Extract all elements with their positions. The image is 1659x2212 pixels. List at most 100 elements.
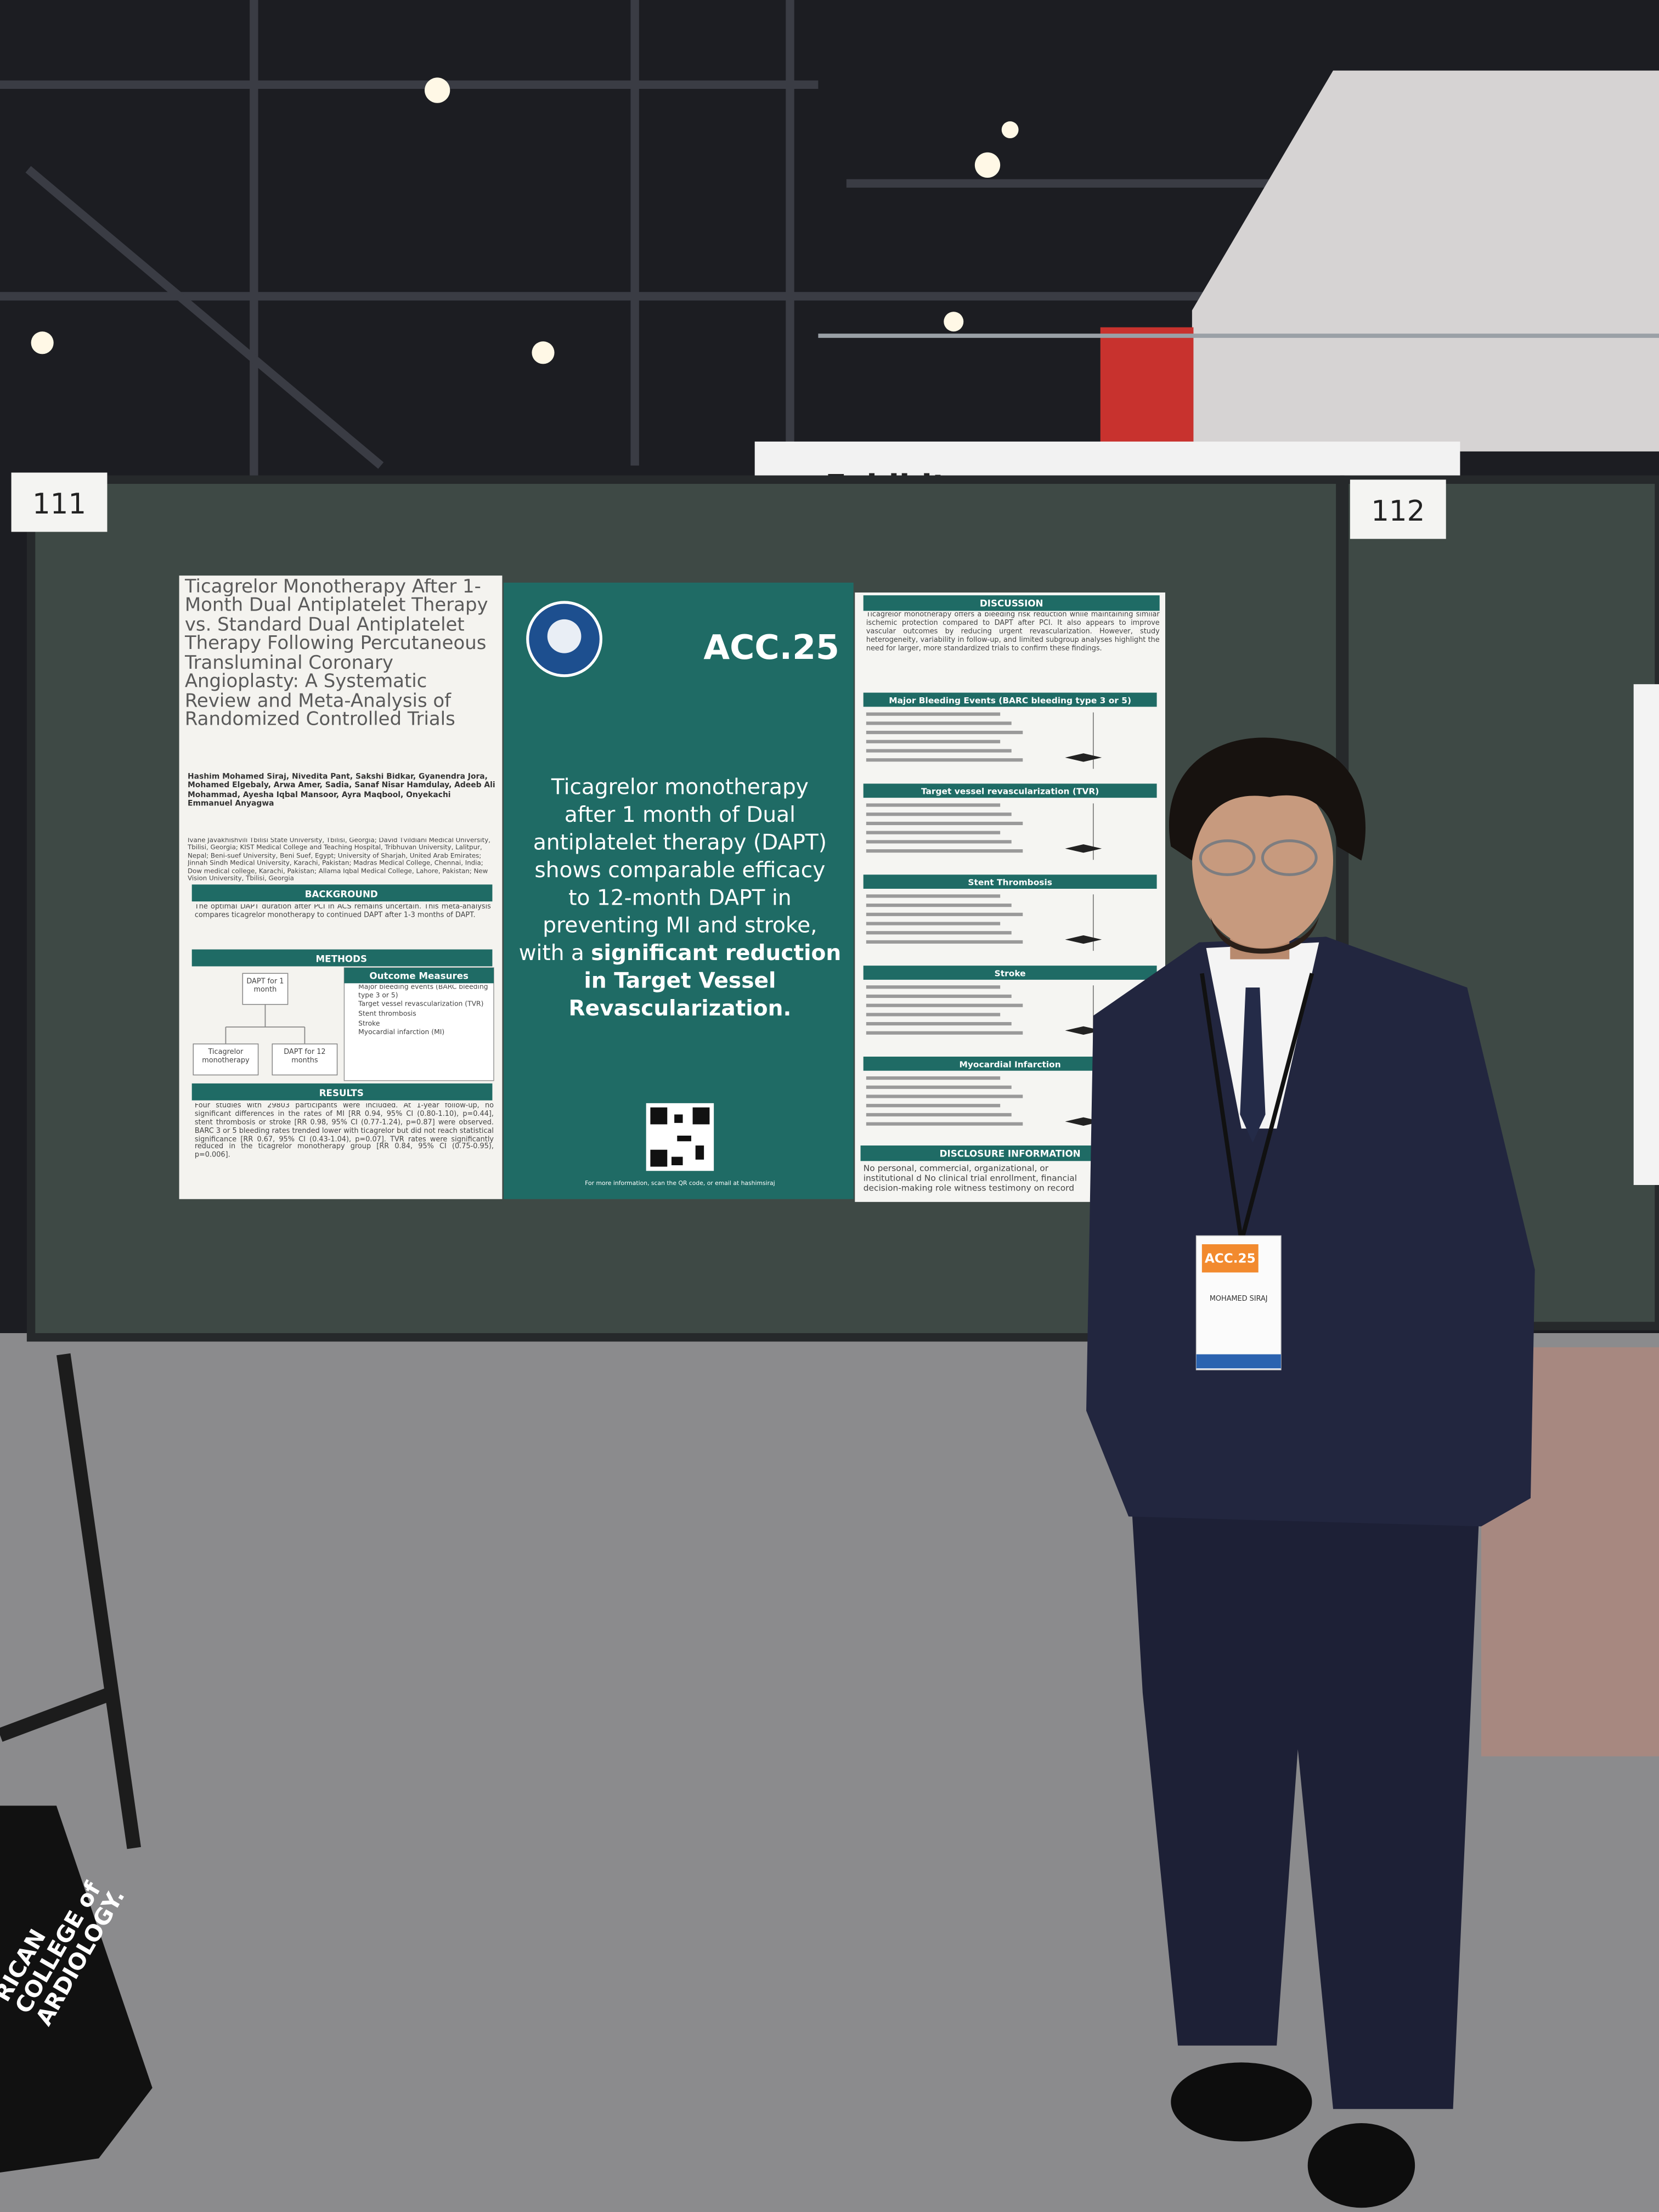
forest-row-text — [866, 712, 1001, 716]
forest-row-text — [866, 1013, 1001, 1017]
qr-pattern — [650, 1107, 710, 1167]
section-heading: RESULTS — [319, 1087, 364, 1098]
outcomes-list: Major bleeding events (BARC bleeding typ… — [348, 985, 492, 1039]
outcome-item: Stroke — [358, 1021, 492, 1029]
booth-label-card — [1350, 479, 1446, 539]
forest-row-text — [866, 849, 1023, 853]
outcomes-list-wrap: Major bleeding events (BARC bleeding typ… — [348, 985, 492, 1039]
statement-segment: Revascularization. — [569, 996, 792, 1021]
statement-segment: with a — [519, 941, 591, 966]
flow-arrows — [225, 1004, 306, 1044]
forest-row-text — [866, 912, 1023, 916]
forest-row-text — [866, 731, 1023, 735]
forest-row-text — [866, 821, 1023, 826]
shirt — [1206, 942, 1319, 1129]
section-heading: BACKGROUND — [305, 888, 378, 899]
lanyard — [1200, 973, 1244, 1242]
forest-row-text — [866, 1003, 1023, 1007]
trousers — [1128, 1453, 1481, 2109]
statement-segment: shows comparable efficacy — [534, 858, 825, 883]
forest-row-text — [866, 1022, 1012, 1026]
forest-row-text — [866, 931, 1012, 935]
discussion-box: Ticagrelor monotherapy offers a bleeding… — [866, 612, 1160, 652]
outcomes-box — [343, 967, 494, 1081]
outcome-item: Stent thrombosis — [358, 1012, 492, 1020]
forest-row-text — [866, 1104, 1001, 1108]
wall — [1192, 70, 1659, 452]
affiliations-box: Ivane Javakhishvili Tbilisi State Univer… — [188, 838, 490, 883]
forest-row-text — [866, 1076, 1001, 1080]
forest-plot-heading: Major Bleeding Events (BARC bleeding typ… — [889, 696, 1131, 706]
flow-box — [193, 1043, 259, 1076]
acc-logo: ACC.25 — [703, 628, 839, 667]
shoe — [1171, 2062, 1312, 2142]
shoe — [1307, 2123, 1415, 2208]
statement-segment: after 1 month of Dual — [565, 803, 795, 827]
forest-row-text — [866, 758, 1023, 762]
forest-row-text — [866, 812, 1012, 816]
section-bar — [191, 1083, 493, 1101]
poster-center-panel — [504, 583, 854, 1199]
forest-row-text — [866, 831, 1001, 834]
forest-row-text — [866, 749, 1012, 753]
section-bar — [863, 595, 1160, 611]
forest-row-text — [866, 803, 1001, 807]
flow-label: DAPT for 1 month — [246, 978, 284, 995]
easel — [0, 1353, 142, 1849]
affiliations: Ivane Javakhishvili Tbilisi State Univer… — [188, 838, 490, 883]
section-bar — [863, 783, 1157, 798]
badge-logo: ACC.25 — [1205, 1251, 1256, 1266]
disclosure-box: No personal, commercial, organizational,… — [863, 1164, 1077, 1194]
poster-title-box: Ticagrelor Monotherapy After 1-Month Dua… — [185, 578, 488, 730]
flow-box — [242, 973, 289, 1005]
flow-label: Ticagrelor monotherapy — [202, 1048, 250, 1065]
forest-row-text — [866, 994, 1012, 998]
authors-box: Hashim Mohamed Siraj, Nivedita Pant, Sak… — [188, 773, 495, 809]
flow-box — [272, 1043, 338, 1076]
tie — [1240, 988, 1266, 1143]
authors: Hashim Mohamed Siraj, Nivedita Pant, Sak… — [188, 773, 495, 809]
glasses — [1199, 839, 1318, 876]
statement-segment: to 12-month DAPT in — [568, 885, 791, 910]
section-heading: DISCLOSURE INFORMATION — [940, 1148, 1081, 1159]
red-wall — [1100, 327, 1194, 443]
tote-bag — [0, 1805, 153, 2172]
section-bar — [191, 884, 493, 902]
ceiling-lights — [31, 77, 1019, 364]
section-heading: METHODS — [316, 953, 368, 964]
trusses — [0, 0, 1270, 480]
forest-row-text — [866, 1031, 1023, 1035]
booth-label: 112 — [1371, 495, 1425, 528]
section-bar — [863, 966, 1157, 980]
badge-strip — [1196, 1354, 1281, 1369]
booth-label: 111 — [32, 488, 86, 521]
badge-name: MOHAMED SIRAJ — [1210, 1295, 1268, 1303]
outcomes-bar — [344, 968, 494, 984]
statement-segment: in Target Vessel — [584, 969, 776, 994]
statement-segment: preventing MI and stroke, — [543, 913, 817, 938]
section-bar — [863, 874, 1157, 889]
results-text: Four studies with 29803 participants wer… — [194, 1103, 494, 1160]
statement-segment: Ticagrelor monotherapy — [551, 775, 809, 800]
forest-row-text — [866, 894, 1001, 898]
forest-plot-heading: Target vessel revascularization (TVR) — [921, 787, 1099, 797]
section-heading: DISCUSSION — [980, 598, 1043, 609]
forest-plot-heading: Stroke — [995, 968, 1026, 978]
key-statement: Ticagrelor monotherapy after 1 month of D… — [519, 775, 842, 1021]
forest-row-text — [866, 740, 1001, 743]
forest-row-text — [866, 1094, 1023, 1098]
outcome-item: Major bleeding events (BARC bleeding typ… — [358, 985, 492, 1001]
booth-label-card — [11, 472, 108, 532]
forest-plot-heading: Stent Thrombosis — [968, 878, 1052, 888]
forest-row-text — [866, 922, 1001, 926]
disclosure-text: No personal, commercial, organizational,… — [863, 1164, 1077, 1194]
forest-row-text — [866, 721, 1012, 725]
forest-plot-heading: Myocardial Infarction — [960, 1059, 1061, 1069]
outcome-item: Target vessel revascularization (TVR) — [358, 1002, 492, 1011]
statement-segment: significant reduction — [591, 941, 841, 966]
forest-row-text — [866, 1113, 1012, 1117]
flow-label-box: Ticagrelor monotherapy — [202, 1048, 250, 1065]
section-bar — [191, 949, 493, 967]
